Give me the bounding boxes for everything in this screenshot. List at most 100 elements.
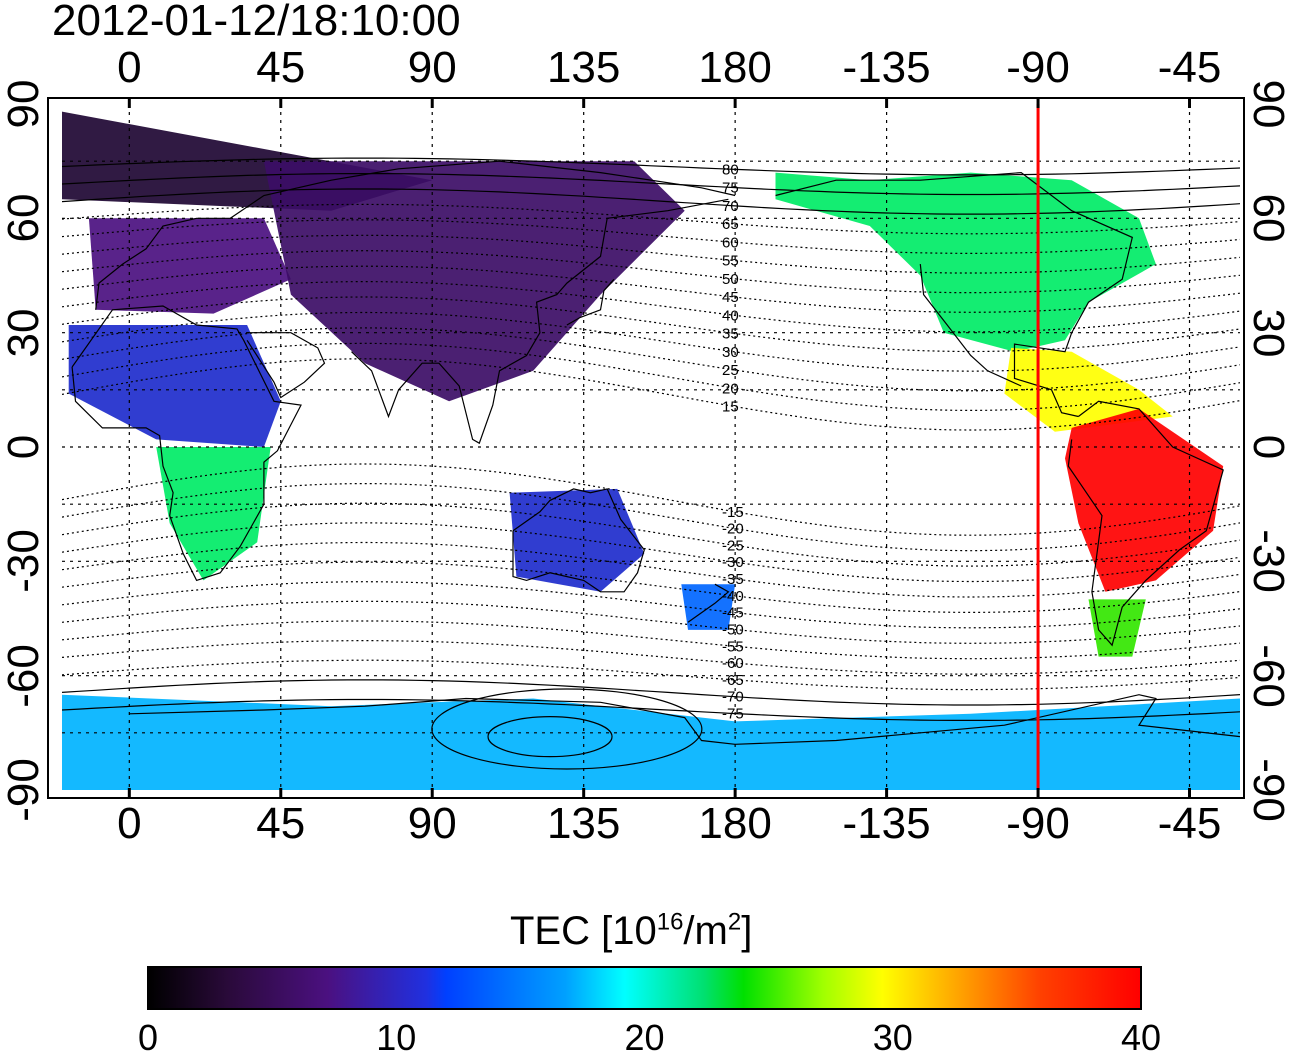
- lon-tick-bottom: 90: [407, 799, 457, 848]
- tec-region-asia: [263, 161, 685, 402]
- lon-tick-bottom: 180: [698, 799, 772, 848]
- lat-tick-left: 0: [0, 434, 48, 460]
- dip-contour: [62, 280, 1240, 333]
- dip-contour: [62, 698, 1240, 721]
- contour-label: 25: [722, 362, 739, 379]
- dip-contour: [62, 620, 1240, 660]
- dip-contour: [62, 188, 1240, 215]
- contour-label: -60: [722, 655, 744, 672]
- contour-label: 70: [722, 198, 739, 215]
- colorbar-title-end: ]: [741, 909, 753, 953]
- lon-tick-top: -90: [1006, 43, 1070, 92]
- colorbar-title-unit-exponent: 2: [727, 908, 742, 936]
- tec-region-africa-north: [68, 325, 281, 447]
- contour-label: -30: [722, 554, 744, 571]
- dip-contour: [62, 311, 1240, 372]
- pole-contour: [487, 716, 613, 758]
- lon-tick-top: -45: [1157, 43, 1222, 92]
- lat-tick-left: 30: [0, 308, 48, 358]
- tec-region-africa-south: [156, 447, 271, 581]
- contour-label: 15: [722, 399, 739, 416]
- dip-contour: [62, 561, 1240, 614]
- coastline-5: [246, 332, 326, 399]
- lon-tick-bottom: -135: [842, 799, 931, 848]
- contour-label: 55: [722, 253, 739, 270]
- lat-tick-right: -30: [1244, 529, 1292, 594]
- contour-label: 40: [722, 307, 739, 324]
- dip-contour: [62, 600, 1240, 644]
- tec-region-antarctica: [62, 694, 1240, 790]
- contour-label: 75: [722, 180, 739, 197]
- contour-label: 80: [722, 161, 739, 178]
- lat-tick-left: 60: [0, 193, 48, 243]
- lon-tick-bottom: -90: [1006, 799, 1070, 848]
- lat-tick-left: -90: [0, 758, 48, 822]
- colorbar-tick-label: 20: [624, 1017, 665, 1058]
- lon-tick-top: 90: [407, 43, 457, 92]
- contour-label: -75: [722, 706, 744, 723]
- tec-region-north-america: [775, 172, 1156, 352]
- coastline-6: [351, 198, 729, 445]
- tec-region-south-america: [1065, 408, 1224, 592]
- colorbar-title-main: TEC [10: [510, 909, 657, 953]
- dip-contour: [62, 659, 1240, 691]
- dip-contour: [62, 639, 1240, 675]
- lon-tick-top: 180: [698, 43, 772, 92]
- dip-contour: [62, 679, 1240, 706]
- colorbar-title: TEC [1016/m2]: [510, 908, 752, 954]
- lon-tick-bottom: 0: [117, 799, 142, 848]
- contour-label: -70: [722, 689, 744, 706]
- lat-tick-left: 90: [0, 79, 48, 129]
- coastline-1: [1067, 400, 1224, 647]
- contour-label: 20: [722, 380, 739, 397]
- dip-contour: [62, 219, 1240, 255]
- contour-label: 35: [722, 326, 739, 343]
- contour-label: -55: [722, 638, 744, 655]
- lon-tick-top: 45: [256, 43, 306, 92]
- lon-tick-top: 135: [546, 43, 621, 92]
- contour-label: -20: [722, 521, 744, 538]
- tec-region-europe: [88, 218, 291, 314]
- map-frame: [47, 97, 1245, 799]
- coastline-4: [71, 305, 302, 582]
- lat-tick-right: 90: [1244, 79, 1292, 129]
- colorbar-tick-label: 10: [376, 1017, 417, 1058]
- dip-contour: [62, 157, 1240, 176]
- lat-tick-right: 30: [1244, 308, 1292, 358]
- contour-label: -45: [722, 605, 744, 622]
- dip-contour: [62, 173, 1240, 196]
- colorbar-tick-label: 0: [137, 1017, 159, 1058]
- lon-tick-bottom: -45: [1157, 799, 1222, 848]
- contour-label: -35: [722, 571, 744, 588]
- colorbar: [147, 966, 1142, 1010]
- coastline-2: [919, 264, 1022, 387]
- contour-label: 50: [722, 271, 739, 288]
- colorbar-tick-label: 30: [872, 1017, 913, 1058]
- lon-tick-top: 0: [117, 43, 142, 92]
- contour-label: 45: [722, 289, 739, 306]
- contour-label: -25: [722, 537, 744, 554]
- contour-label: 65: [722, 216, 739, 233]
- lat-tick-right: -90: [1244, 758, 1292, 822]
- dip-contour: [62, 265, 1240, 313]
- dip-contour: [62, 234, 1240, 274]
- lon-tick-bottom: 45: [256, 799, 306, 848]
- lon-tick-top: -135: [842, 43, 931, 92]
- map-title: 2012-01-12/18:10:00: [52, 0, 461, 45]
- coastline-10: [566, 278, 615, 326]
- dip-contour: [62, 296, 1240, 353]
- contour-label: 30: [722, 344, 739, 361]
- dip-contour: [62, 522, 1240, 583]
- dip-contour: [62, 203, 1240, 235]
- tec-region-new-zealand: [681, 584, 736, 630]
- dip-contour: [62, 581, 1240, 629]
- lat-tick-right: 60: [1244, 193, 1292, 243]
- contour-label: -40: [722, 588, 744, 605]
- contour-label: 60: [722, 234, 739, 251]
- lat-tick-left: -60: [0, 643, 48, 708]
- colorbar-title-exponent: 16: [656, 908, 684, 936]
- lat-tick-right: 0: [1244, 434, 1292, 460]
- lat-tick-left: -30: [0, 529, 48, 594]
- contour-label: -50: [722, 622, 744, 639]
